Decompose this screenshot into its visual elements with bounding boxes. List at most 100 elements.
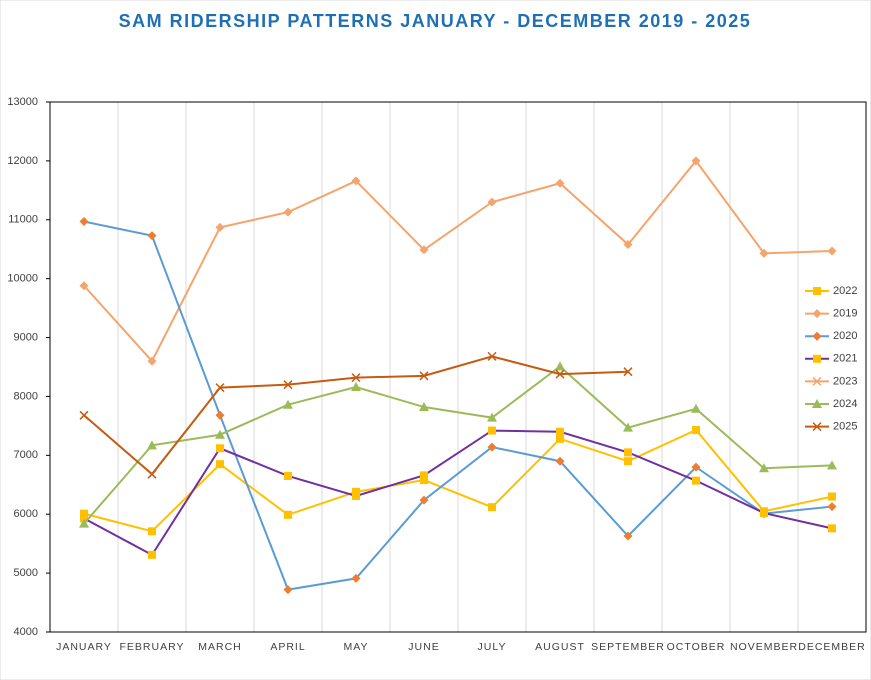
marker <box>216 444 224 453</box>
marker <box>283 207 293 217</box>
marker <box>147 440 157 450</box>
marker <box>419 495 429 505</box>
marker <box>420 471 428 480</box>
x-tick-label: JULY <box>478 641 507 653</box>
marker <box>283 399 293 409</box>
series-line <box>83 159 833 363</box>
marker <box>487 197 497 207</box>
marker <box>813 354 821 363</box>
marker <box>215 410 225 420</box>
marker <box>624 457 632 466</box>
marker <box>351 573 361 583</box>
series-line <box>83 428 833 533</box>
marker <box>215 383 225 393</box>
marker <box>623 531 633 541</box>
marker <box>215 222 225 232</box>
marker <box>80 509 88 518</box>
plot-frame <box>49 101 867 633</box>
marker <box>691 462 701 472</box>
legend-label: 2023 <box>833 375 857 387</box>
marker <box>79 410 89 420</box>
marker <box>147 231 157 241</box>
y-tick-label: 13000 <box>7 96 38 108</box>
marker <box>79 217 89 227</box>
marker <box>813 287 821 295</box>
legend-label: 2019 <box>833 308 857 320</box>
marker <box>812 399 822 408</box>
marker <box>759 463 769 473</box>
series-line <box>83 220 833 591</box>
marker <box>487 442 497 452</box>
marker <box>351 382 361 392</box>
y-tick-label: 6000 <box>14 508 38 520</box>
marker <box>419 371 429 381</box>
marker <box>80 514 88 523</box>
marker <box>283 380 293 390</box>
marker <box>216 460 224 469</box>
marker <box>555 361 565 371</box>
x-tick-label: OCTOBER <box>667 641 726 653</box>
marker <box>623 422 633 432</box>
marker <box>284 510 292 519</box>
marker <box>812 376 822 386</box>
grid: 4000 5000 6000 7000 8000 9000 10000 11000 12000 1… <box>7 96 867 653</box>
marker <box>760 509 768 518</box>
marker <box>352 491 360 500</box>
y-tick-label: 11000 <box>8 214 38 226</box>
y-tick-label: 12000 <box>7 155 38 167</box>
marker <box>555 369 565 379</box>
marker <box>555 456 565 466</box>
marker <box>147 469 157 479</box>
x-tick-label: JANUARY <box>56 641 112 653</box>
plot <box>79 156 837 595</box>
legend-label: 2025 <box>833 421 857 433</box>
x-tick-label: JUNE <box>408 641 439 653</box>
marker <box>691 156 701 166</box>
marker <box>419 402 429 412</box>
marker <box>488 503 496 512</box>
marker <box>148 527 156 536</box>
x-tick-label: DECEMBER <box>798 641 866 653</box>
marker <box>827 502 837 512</box>
marker <box>624 448 632 457</box>
marker <box>691 403 701 413</box>
x-tick-label: SEPTEMBER <box>591 641 665 653</box>
marker <box>215 429 225 439</box>
y-tick-label: 5000 <box>14 567 38 579</box>
marker <box>351 373 361 383</box>
legend-label: 2022 <box>833 285 857 297</box>
x-tick-label: MARCH <box>198 641 242 653</box>
marker <box>812 422 822 432</box>
marker <box>812 309 822 319</box>
marker <box>623 240 633 250</box>
marker <box>692 476 700 485</box>
marker <box>284 471 292 480</box>
marker <box>556 427 564 436</box>
marker <box>812 331 822 341</box>
y-tick-label: 10000 <box>7 273 38 285</box>
marker <box>79 518 89 528</box>
y-tick-label: 7000 <box>14 449 38 461</box>
marker <box>283 585 293 595</box>
legend: 2022 2019 2020 2021 2023 2024 2025 <box>805 285 857 433</box>
marker <box>556 434 564 443</box>
marker <box>827 460 837 470</box>
legend-label: 2020 <box>833 330 857 342</box>
marker <box>828 524 836 533</box>
legend-label: 2021 <box>833 353 857 365</box>
marker <box>555 178 565 188</box>
marker <box>79 281 89 291</box>
marker <box>352 487 360 496</box>
y-tick-label: 8000 <box>14 390 38 402</box>
marker <box>828 492 836 501</box>
marker <box>759 248 769 258</box>
series-line <box>83 429 833 557</box>
marker <box>827 246 837 256</box>
marker <box>148 550 156 559</box>
marker <box>147 356 157 366</box>
marker <box>692 426 700 435</box>
x-tick-label: FEBRUARY <box>120 641 185 653</box>
y-tick-label: 4000 <box>14 626 38 638</box>
